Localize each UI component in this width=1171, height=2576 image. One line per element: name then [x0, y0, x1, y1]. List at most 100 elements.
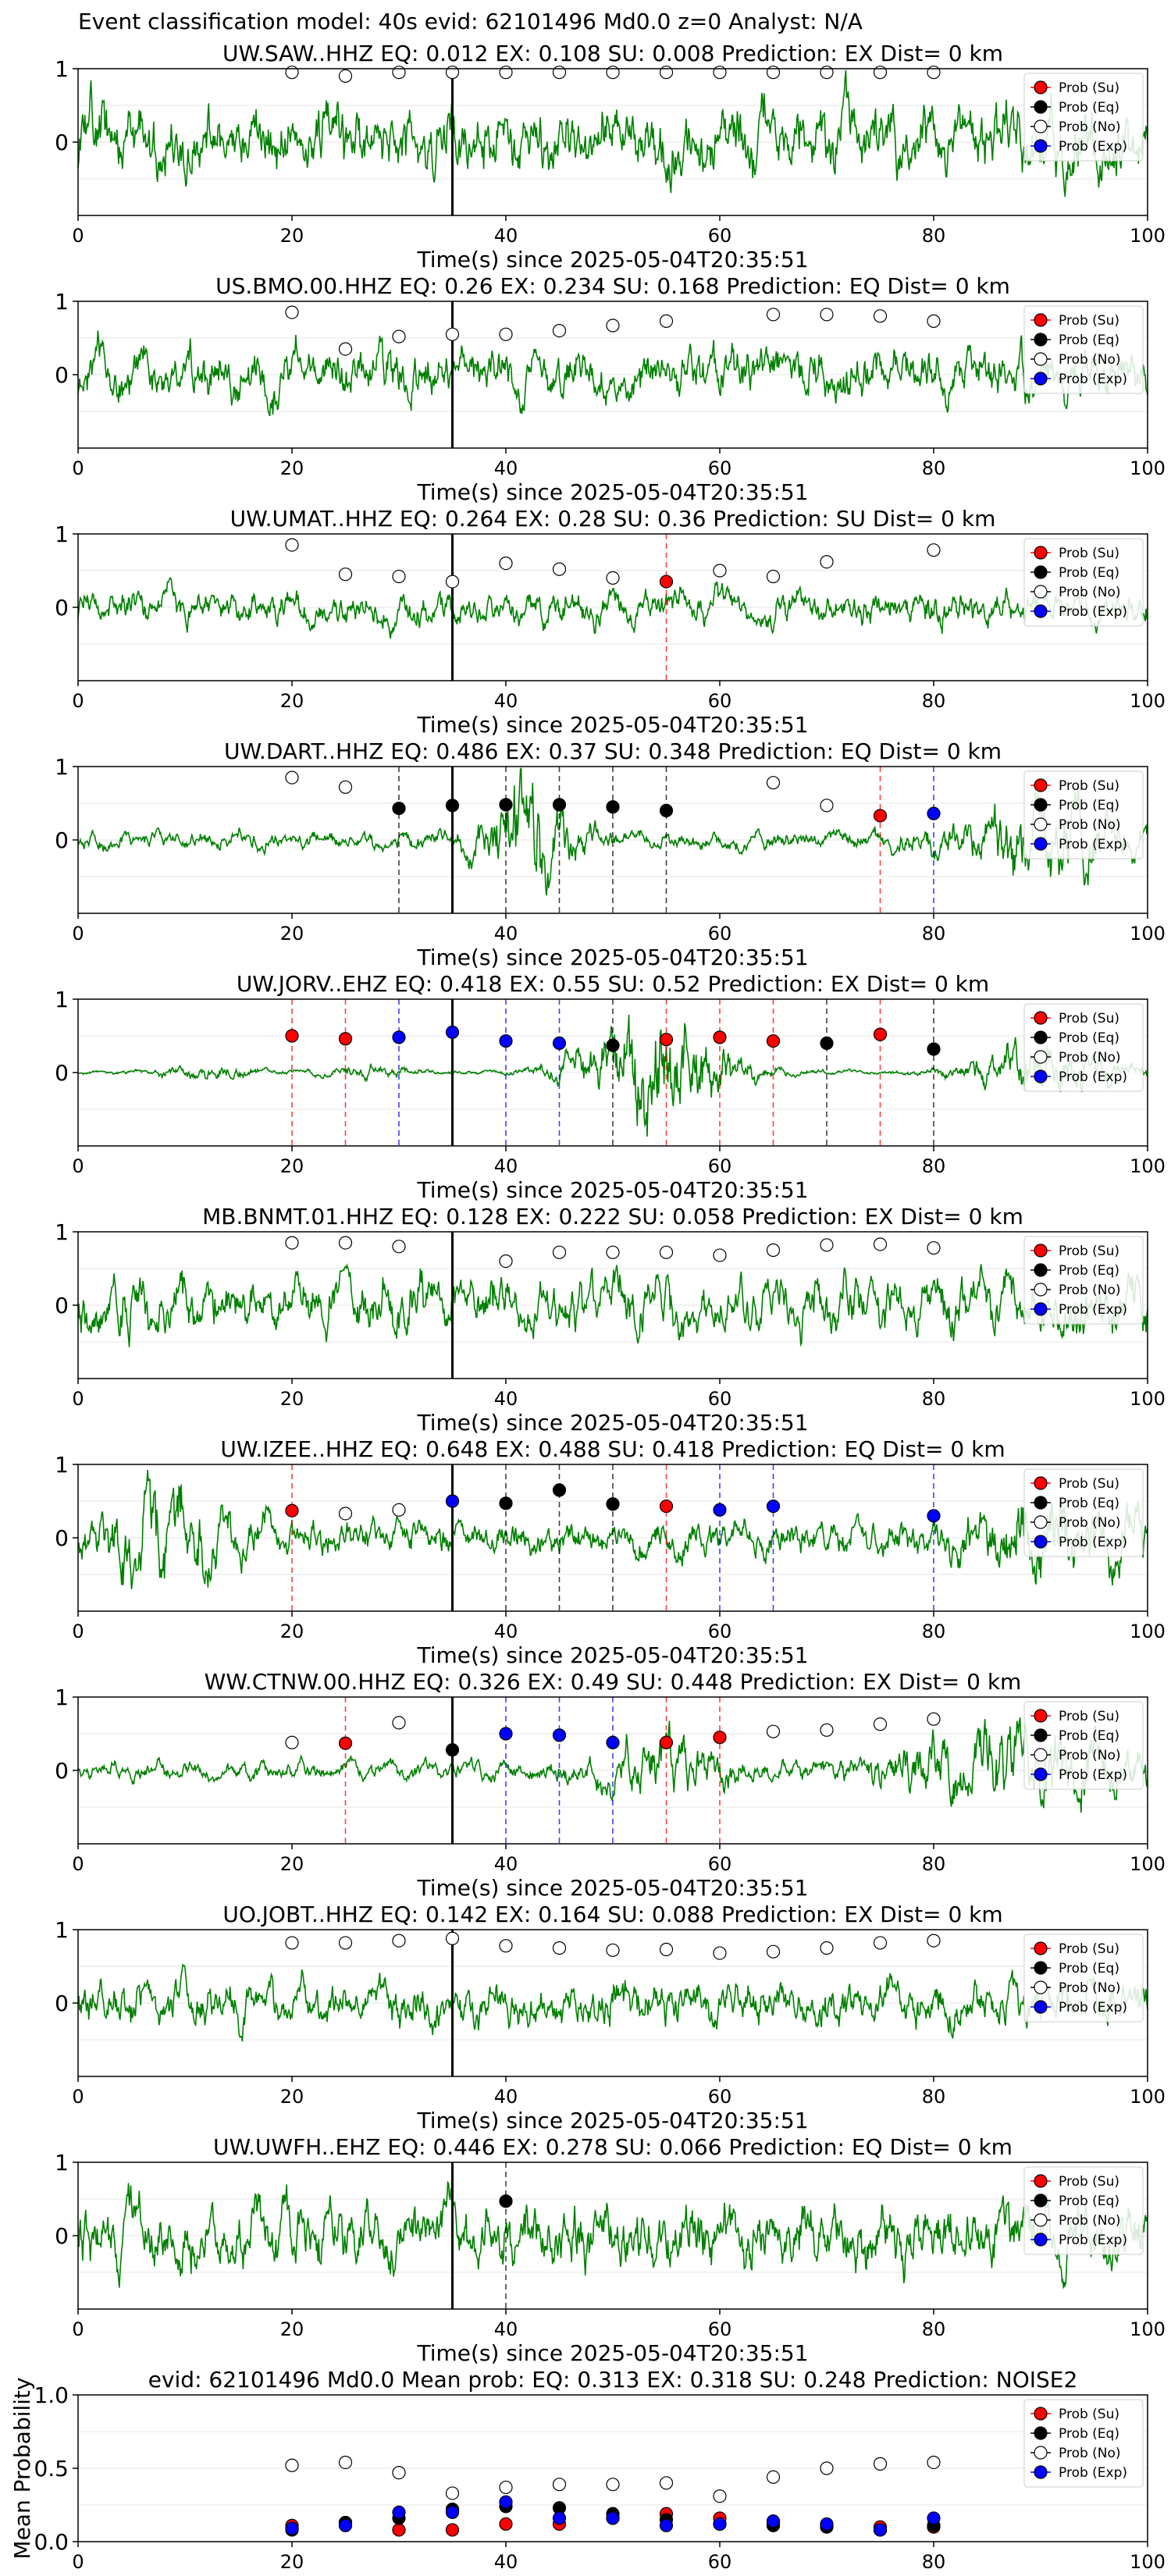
mean-prob-point-exp	[820, 2517, 834, 2532]
panel-title: UW.SAW..HHZ EQ: 0.012 EX: 0.108 SU: 0.00…	[222, 41, 1003, 66]
prob-point-no	[820, 66, 834, 80]
prob-point-su	[285, 1503, 299, 1517]
mean-prob-point-no	[285, 2458, 299, 2472]
legend-label: Prob (Eq)	[1059, 1030, 1119, 1046]
x-tick-label: 20	[280, 457, 304, 479]
prob-point-no	[820, 1723, 834, 1737]
prob-point-no	[392, 329, 406, 343]
legend-label: Prob (Eq)	[1059, 2194, 1119, 2209]
x-tick-label: 80	[922, 690, 946, 712]
legend-label: Prob (Exp)	[1059, 604, 1127, 620]
x-tick-label: 40	[494, 1621, 518, 1642]
prob-point-no	[285, 538, 299, 552]
x-tick-label: 40	[494, 1388, 518, 1410]
legend-label: Prob (Su)	[1059, 2174, 1119, 2190]
legend-marker-su	[1034, 1941, 1048, 1955]
legend-marker-su	[1034, 1476, 1048, 1490]
prob-point-no	[766, 569, 781, 584]
y-tick-label: 1	[55, 56, 69, 82]
prob-point-su	[285, 1029, 299, 1043]
y-tick-label: 0	[55, 130, 69, 155]
panels: UW.SAW..HHZ EQ: 0.012 EX: 0.108 SU: 0.00…	[9, 41, 1166, 2573]
figure-suptitle: Event classification model: 40s evid: 62…	[78, 9, 863, 34]
legend-label: Prob (Eq)	[1059, 333, 1119, 348]
panel-title: MB.BNMT.01.HHZ EQ: 0.128 EX: 0.222 SU: 0…	[202, 1204, 1023, 1229]
legend-label: Prob (Exp)	[1059, 1767, 1127, 1783]
legend-box	[1023, 1468, 1144, 1557]
legend-label: Prob (Eq)	[1059, 798, 1119, 813]
prob-point-exp	[927, 1509, 941, 1523]
mean-prob-point-exp	[499, 2495, 513, 2509]
x-tick-label: 80	[922, 1388, 946, 1410]
prob-point-exp	[552, 1036, 567, 1051]
x-tick-label: 20	[280, 2551, 304, 2573]
x-tick-label: 80	[922, 1155, 946, 1177]
mean-prob-point-no	[445, 2486, 460, 2500]
prob-point-no	[552, 66, 567, 80]
prob-point-no	[820, 555, 834, 569]
legend-marker-su	[1034, 313, 1048, 327]
legend-label: Prob (Exp)	[1059, 139, 1127, 155]
prob-point-su	[338, 1736, 353, 1750]
legend: Prob (Su) Prob (Eq) Prob (No) Prob (Exp)	[1023, 538, 1144, 627]
prob-point-eq	[499, 1496, 513, 1510]
mean-prob-point-exp	[285, 2521, 299, 2535]
legend-marker-no	[1034, 1283, 1048, 1297]
legend-label: Prob (Su)	[1059, 1244, 1119, 1259]
mean-prob-point-no	[338, 2455, 353, 2470]
legend-marker-eq	[1034, 1728, 1048, 1742]
panel-title: UW.JORV..EHZ EQ: 0.418 EX: 0.55 SU: 0.52…	[237, 971, 989, 997]
mean-prob-point-exp	[713, 2517, 727, 2532]
prob-point-no	[499, 1939, 513, 1953]
mean-prob-point-no	[820, 2461, 834, 2475]
x-tick-label: 40	[494, 457, 518, 479]
legend-box	[1023, 538, 1144, 627]
y-tick-label: 0	[55, 1758, 69, 1784]
legend-box	[1023, 2399, 1144, 2488]
y-tick-label: 0.0	[34, 2529, 69, 2555]
legend-label: Prob (Su)	[1059, 2407, 1119, 2422]
legend-label: Prob (Exp)	[1059, 2000, 1127, 2016]
prob-point-no	[499, 66, 513, 80]
mean-prob-point-exp	[552, 2511, 567, 2525]
y-tick-label: 0	[55, 1060, 69, 1086]
prob-point-eq	[392, 801, 406, 816]
prob-point-eq	[445, 799, 460, 813]
waveform-trace	[77, 1470, 1148, 1589]
prob-point-no	[338, 342, 353, 356]
prob-point-no	[552, 1245, 567, 1259]
x-tick-label: 40	[494, 2551, 518, 2573]
x-tick-label: 0	[72, 1621, 84, 1642]
prob-point-no	[927, 66, 941, 80]
x-tick-label: 20	[280, 1621, 304, 1642]
prob-point-no	[927, 314, 941, 328]
legend-marker-no	[1034, 352, 1048, 366]
prob-point-no	[338, 1507, 353, 1521]
prob-point-no	[606, 571, 620, 585]
legend-label: Prob (No)	[1059, 1748, 1121, 1763]
panel-1: UW.SAW..HHZ EQ: 0.012 EX: 0.108 SU: 0.00…	[55, 41, 1166, 272]
mean-prob-point-no	[927, 2455, 941, 2470]
legend-marker-su	[1034, 2407, 1048, 2421]
legend-label: Prob (Exp)	[1059, 2465, 1127, 2481]
prob-point-no	[713, 564, 727, 578]
panel-4: UW.DART..HHZ EQ: 0.486 EX: 0.37 SU: 0.34…	[55, 738, 1166, 970]
x-tick-label: 20	[280, 1853, 304, 1875]
prob-point-no	[766, 66, 781, 80]
x-axis-label: Time(s) since 2025-05-04T20:35:51	[416, 247, 808, 272]
x-tick-label: 0	[72, 923, 84, 945]
panel-2: US.BMO.00.HHZ EQ: 0.26 EX: 0.234 SU: 0.1…	[55, 273, 1166, 505]
mean-prob-point-su	[445, 2523, 460, 2537]
panel-title: UW.DART..HHZ EQ: 0.486 EX: 0.37 SU: 0.34…	[224, 738, 1002, 764]
legend-label: Prob (Eq)	[1059, 100, 1119, 116]
x-tick-label: 100	[1130, 690, 1166, 712]
x-tick-label: 100	[1130, 2086, 1166, 2108]
y-tick-label: 0	[55, 2223, 69, 2249]
legend-marker-eq	[1034, 1496, 1048, 1510]
y-tick-label: 1	[55, 1219, 69, 1245]
prob-point-no	[659, 1245, 674, 1259]
legend-label: Prob (Su)	[1059, 1011, 1119, 1026]
x-tick-label: 100	[1130, 2318, 1166, 2340]
prob-point-no	[285, 66, 299, 80]
mean-prob-point-exp	[873, 2523, 888, 2537]
